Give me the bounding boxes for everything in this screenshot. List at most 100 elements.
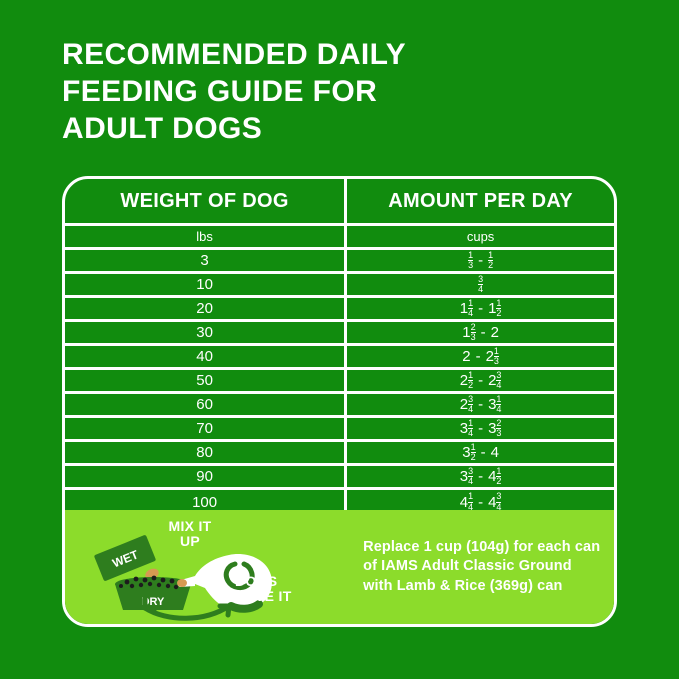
unit-label-amount: cups <box>466 229 495 244</box>
fraction-numerator: 3 <box>468 465 474 476</box>
whole-number: 3 <box>459 420 469 437</box>
range-dash: - <box>478 300 484 317</box>
cell-weight: 70 <box>65 418 348 439</box>
dogs-love-it-label: DOGS LOVE IT <box>235 574 333 603</box>
fraction-denominator: 2 <box>470 452 476 462</box>
dogs-love-it-line-1: DOGS <box>235 573 278 589</box>
replacement-note-area: Replace 1 cup (104g) for each can of IAM… <box>347 510 614 624</box>
fraction-denominator: 2 <box>496 308 502 318</box>
cell-weight: 40 <box>65 346 348 367</box>
table-row: 100 4 1 4-4 3 4 <box>65 490 614 514</box>
column-header-amount: AMOUNT PER DAY <box>388 189 573 212</box>
fraction-denominator: 3 <box>470 332 476 342</box>
curved-arrow-icon <box>142 596 232 621</box>
fraction-numerator: 1 <box>468 491 474 502</box>
fraction-denominator: 4 <box>496 501 502 512</box>
range-dash: - <box>478 420 484 437</box>
wet-can-icon: WET <box>94 535 156 581</box>
fraction-denominator: 3 <box>496 428 502 438</box>
page-title: RECOMMENDED DAILY FEEDING GUIDE FOR ADUL… <box>62 36 582 148</box>
whole-number: 4 <box>488 493 497 511</box>
fraction-denominator: 2 <box>488 260 494 270</box>
cell-weight: 50 <box>65 370 348 391</box>
whole-number: 2 <box>462 348 471 365</box>
range-dash: - <box>478 252 484 269</box>
fraction-denominator: 3 <box>493 356 499 366</box>
whole-number: 3 <box>462 444 471 461</box>
fraction-numerator: 3 <box>468 393 474 404</box>
table-row: 40 2-2 1 3 <box>65 346 614 370</box>
fraction-denominator: 4 <box>468 501 474 512</box>
table-row: 30 1 2 3-2 <box>65 322 614 346</box>
dog-head-icon <box>177 554 272 613</box>
whole-number: 4 <box>459 493 469 511</box>
whole-number: 2 <box>488 372 497 389</box>
unit-label-weight: lbs <box>65 226 348 247</box>
mix-it-up-graphic-area: WET DRY <box>65 510 347 624</box>
range-dash: - <box>478 468 484 485</box>
dog-and-bowl-illustration: WET DRY <box>94 535 272 621</box>
fraction-denominator: 4 <box>496 380 502 390</box>
whole-number: 1 <box>459 300 469 317</box>
whole-number: 2 <box>485 348 494 365</box>
fraction-denominator: 4 <box>468 404 474 414</box>
table-header-row: WEIGHT OF DOG AMOUNT PER DAY <box>65 179 614 226</box>
whole-number: 1 <box>462 324 471 341</box>
table-row: 80 3 1 2-4 <box>65 442 614 466</box>
mix-it-up-line-2: UP <box>179 532 201 549</box>
range-dash: - <box>480 324 486 341</box>
range-dash: - <box>478 396 484 413</box>
table-row: 90 3 3 4-4 1 2 <box>65 466 614 490</box>
range-dash: - <box>478 372 484 389</box>
fraction-denominator: 4 <box>468 428 474 438</box>
fraction-numerator: 2 <box>496 417 502 428</box>
fraction-denominator: 4 <box>468 476 474 486</box>
table-row: 20 1 1 4-1 1 2 <box>65 298 614 322</box>
fraction-numerator: 1 <box>488 249 494 260</box>
fraction-numerator: 1 <box>496 393 502 404</box>
cell-weight: 20 <box>65 298 348 319</box>
fraction-numerator: 3 <box>496 491 502 502</box>
range-dash: - <box>480 444 486 461</box>
column-header-weight: WEIGHT OF DOG <box>65 179 348 223</box>
whole-number: 3 <box>488 396 497 413</box>
cell-weight: 100 <box>65 490 348 514</box>
whole-number: 3 <box>459 468 469 485</box>
page-title-line-2: FEEDING GUIDE FOR <box>62 75 378 109</box>
table-row: 10 3 4 <box>65 274 614 298</box>
